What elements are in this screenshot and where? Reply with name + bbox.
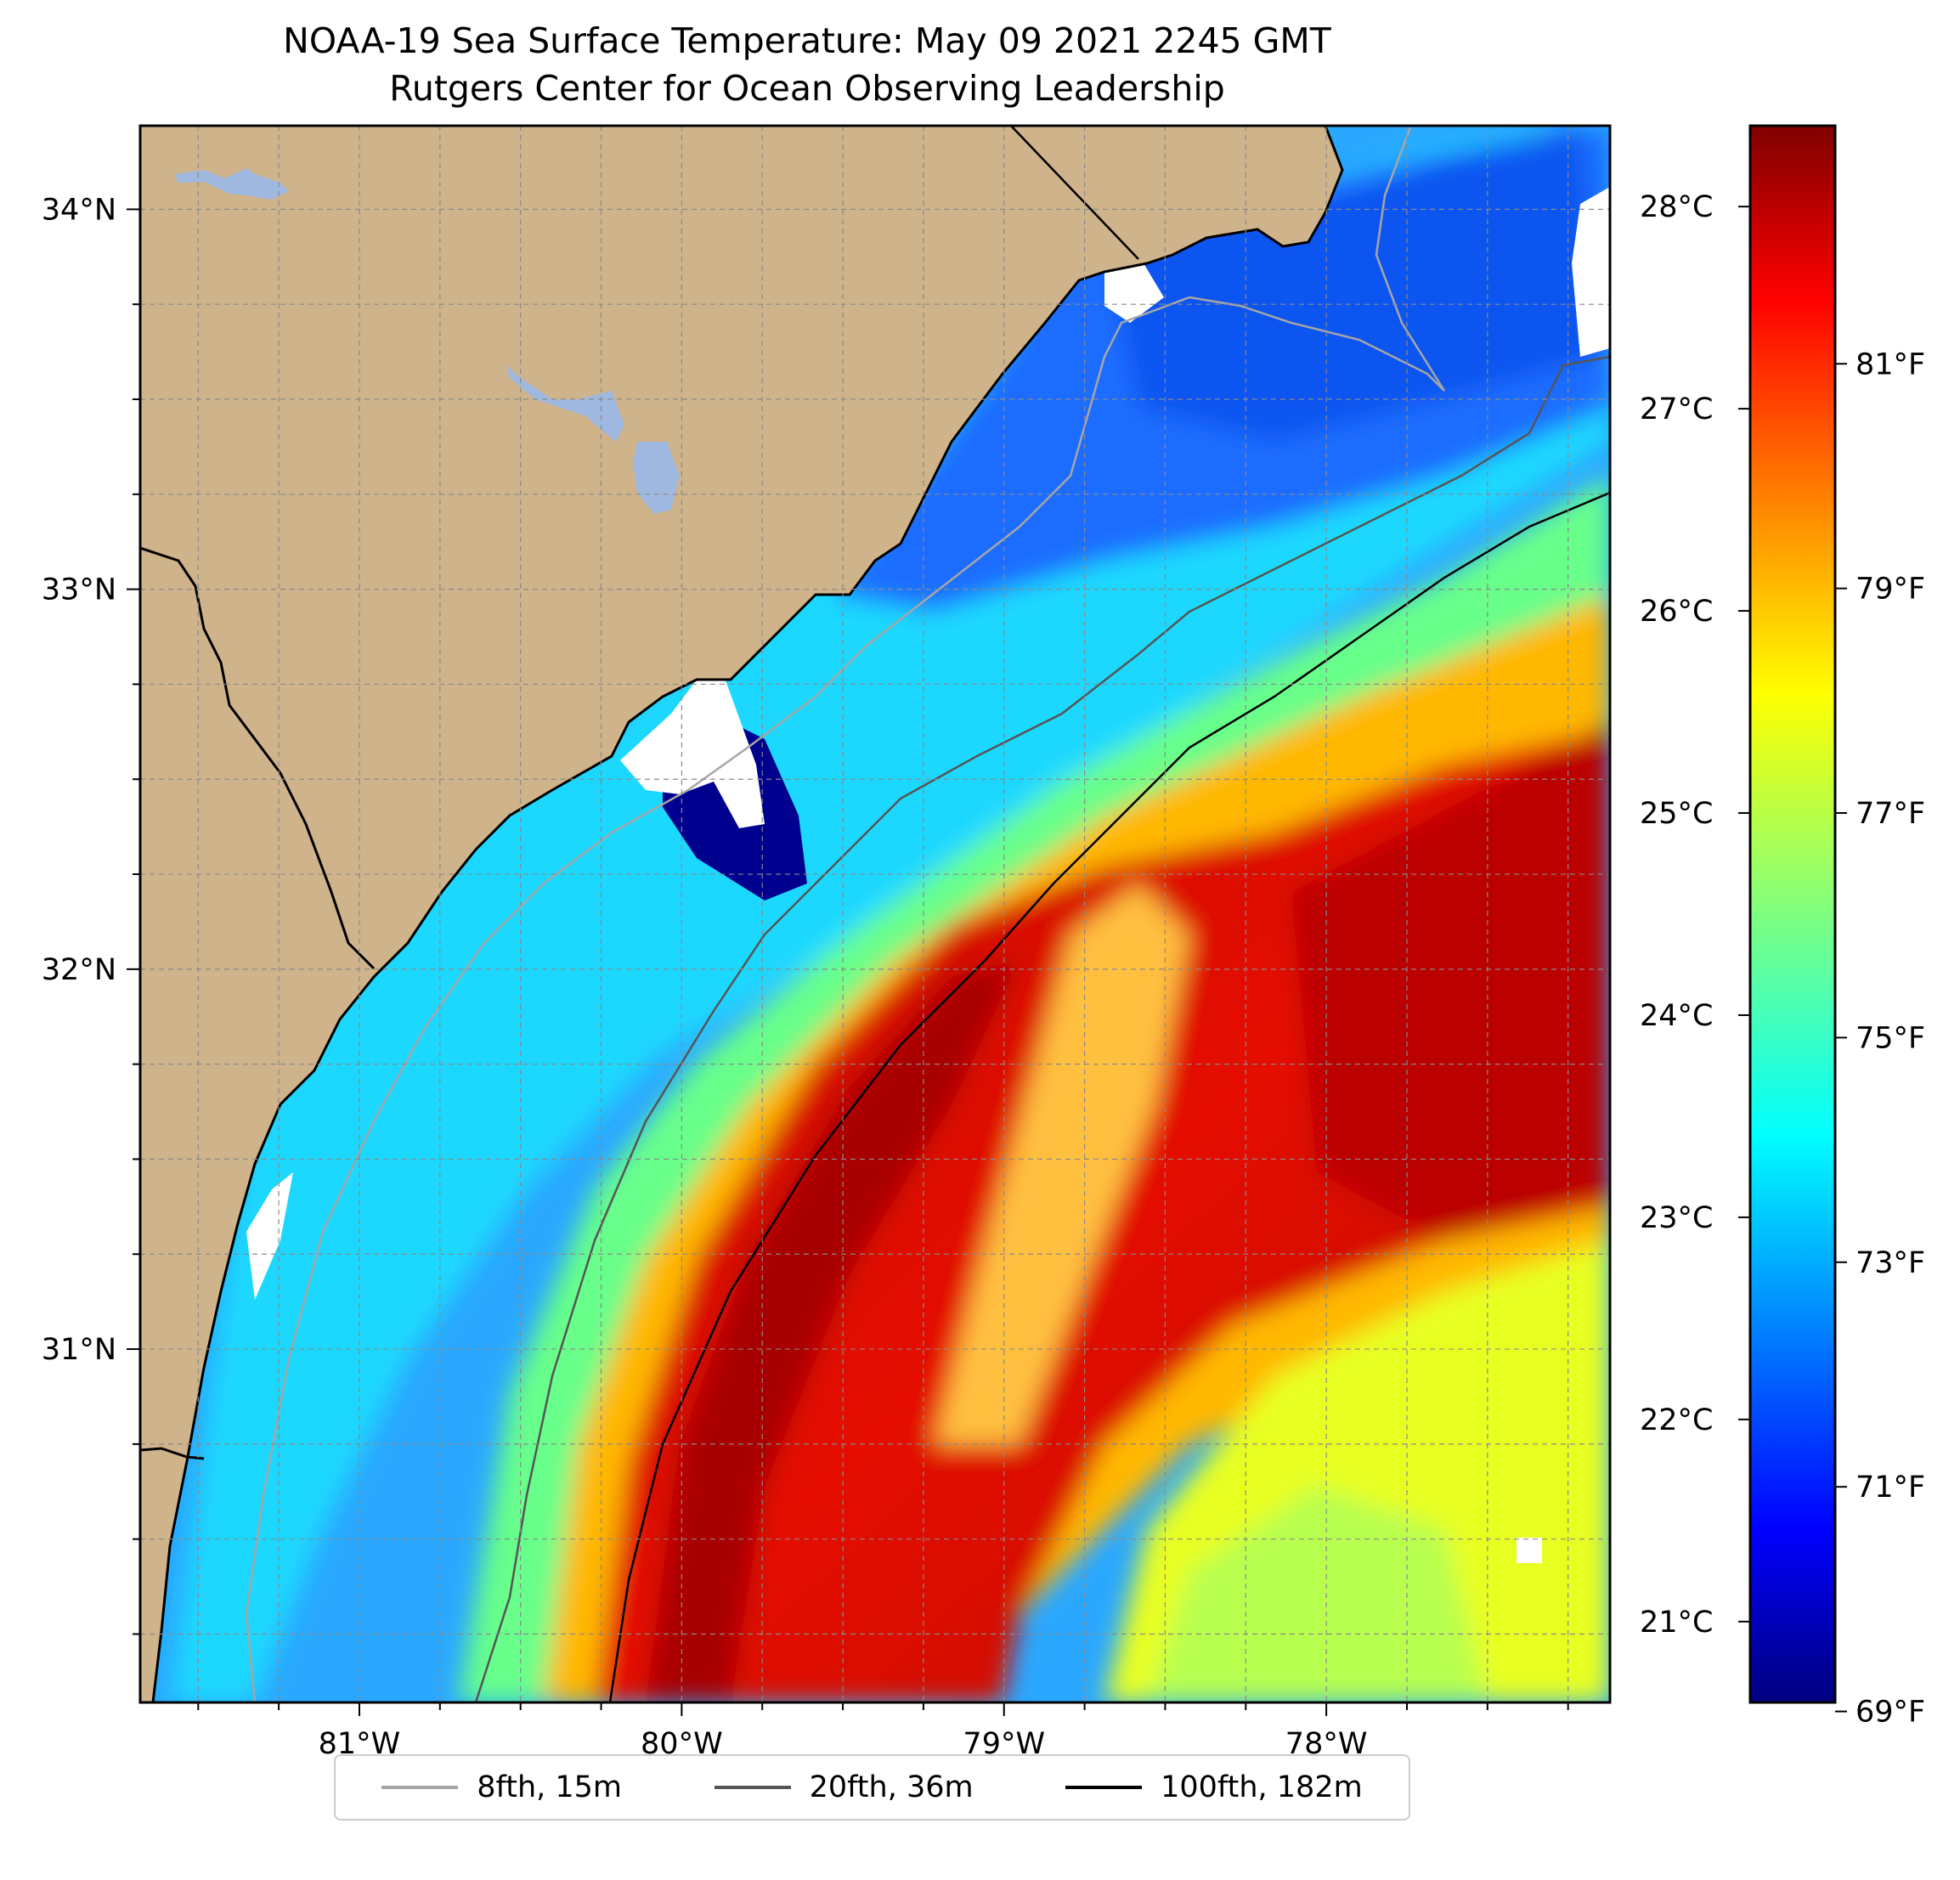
legend-item-100fth: 100fth, 182m bbox=[1065, 1770, 1363, 1804]
celsius-tick-label: 22°C bbox=[1640, 1403, 1713, 1437]
no-data-patch bbox=[1517, 1538, 1542, 1563]
lat-tick-label: 32°N bbox=[42, 953, 116, 987]
no-data-patch bbox=[1572, 187, 1610, 357]
legend-item-8fth: 8fth, 15m bbox=[381, 1770, 622, 1804]
celsius-tick-label: 21°C bbox=[1640, 1606, 1713, 1640]
lake bbox=[633, 442, 680, 514]
lat-tick-label: 33°N bbox=[42, 573, 116, 607]
legend-swatch bbox=[381, 1786, 459, 1789]
state-border bbox=[140, 546, 376, 970]
fahrenheit-tick-label: 73°F bbox=[1856, 1246, 1925, 1280]
no-data-patch bbox=[620, 671, 765, 828]
fahrenheit-tick-label: 75°F bbox=[1856, 1021, 1925, 1055]
land-mass bbox=[140, 126, 1344, 1702]
legend-item-20fth: 20fth, 36m bbox=[714, 1770, 974, 1804]
celsius-tick-label: 27°C bbox=[1640, 392, 1713, 426]
legend-swatch bbox=[1065, 1786, 1143, 1789]
fahrenheit-tick-label: 69°F bbox=[1856, 1696, 1925, 1730]
lake bbox=[506, 365, 624, 442]
lat-tick-label: 31°N bbox=[42, 1333, 116, 1367]
celsius-tick-label: 23°C bbox=[1640, 1201, 1713, 1235]
celsius-tick-label: 26°C bbox=[1640, 595, 1713, 629]
gridlines bbox=[140, 126, 1610, 1702]
colorbar-frame bbox=[1748, 124, 1837, 1704]
state-border bbox=[140, 1447, 205, 1460]
legend-label: 20fth, 36m bbox=[809, 1770, 974, 1804]
legend-swatch bbox=[714, 1786, 791, 1789]
lat-tick-label: 34°N bbox=[42, 193, 116, 227]
celsius-tick-label: 24°C bbox=[1640, 999, 1713, 1033]
no-data-patch bbox=[246, 1172, 293, 1300]
isobath-8fth bbox=[245, 127, 1446, 1702]
colorbar bbox=[1750, 126, 1835, 1702]
isobath-legend: 8fth, 15m 20fth, 36m 100fth, 182m bbox=[334, 1754, 1410, 1821]
fahrenheit-tick-label: 77°F bbox=[1856, 797, 1925, 831]
isobath-20fth bbox=[474, 355, 1610, 1702]
fahrenheit-tick-label: 79°F bbox=[1856, 573, 1925, 607]
celsius-tick-label: 25°C bbox=[1640, 797, 1713, 831]
figure-subtitle: Rutgers Center for Ocean Observing Leade… bbox=[389, 68, 1225, 109]
isobath-100fth bbox=[608, 491, 1610, 1702]
map-frame bbox=[138, 124, 1612, 1704]
no-data-patch bbox=[1104, 255, 1164, 323]
lake bbox=[174, 168, 289, 200]
colorbar-axes: 28°C 27°C 26°C 25°C 24°C 23°C 22°C 21°C 81°F 79°F… bbox=[1640, 190, 1925, 1729]
fahrenheit-tick-label: 81°F bbox=[1856, 347, 1925, 381]
fahrenheit-tick-label: 71°F bbox=[1856, 1471, 1925, 1505]
legend-label: 8fth, 15m bbox=[477, 1770, 623, 1804]
state-border bbox=[1010, 126, 1139, 260]
figure-title: NOAA-19 Sea Surface Temperature: May 09 … bbox=[283, 20, 1331, 61]
celsius-tick-label: 28°C bbox=[1640, 190, 1713, 224]
sst-field bbox=[140, 126, 1610, 1702]
legend-label: 100fth, 182m bbox=[1161, 1770, 1363, 1804]
